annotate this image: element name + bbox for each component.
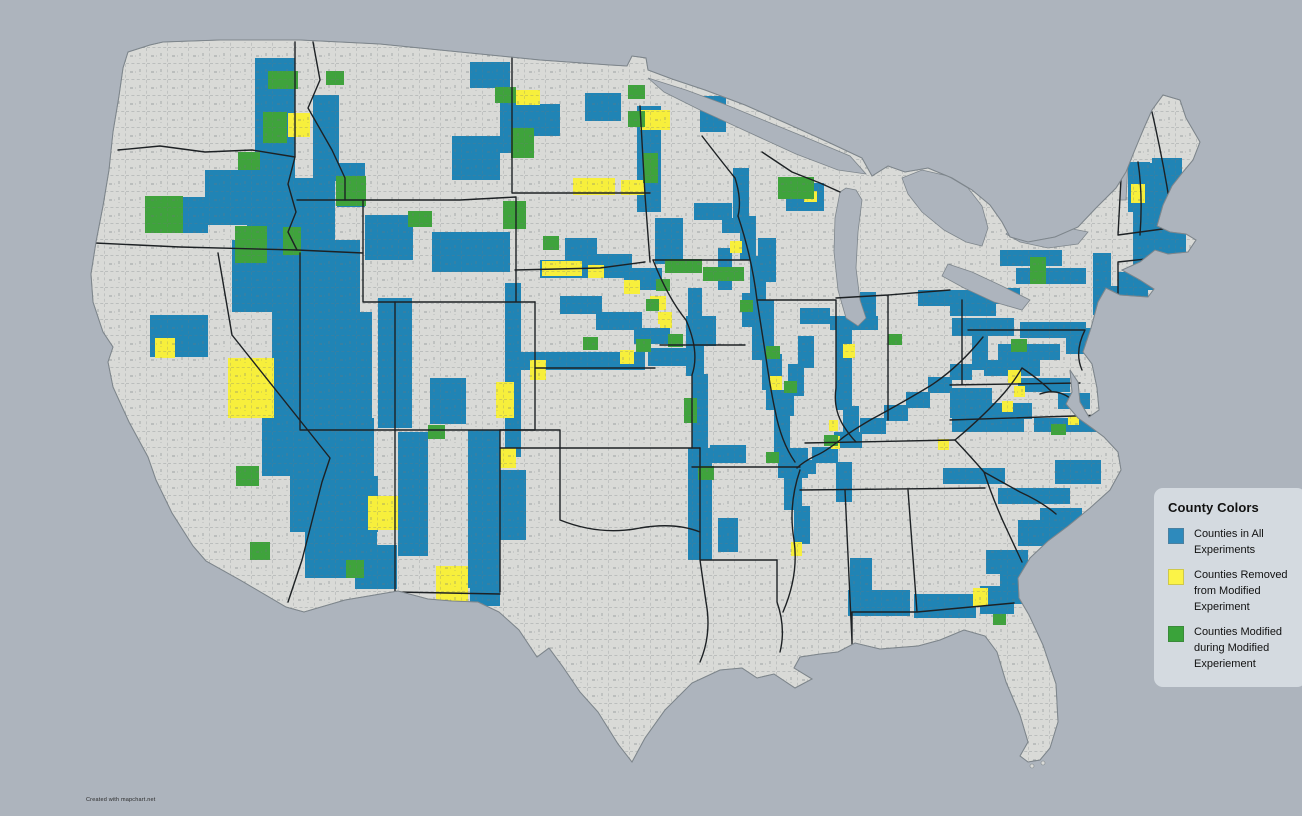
lake-michigan [833,187,867,327]
legend-item-label: Counties in All Experiments [1194,528,1264,556]
attribution-text: Created with mapchart.net [86,797,156,803]
legend: County Colors Counties in All Experiment… [1154,488,1302,687]
legend-item-label: Counties Removed from Modified Experimen… [1194,568,1288,613]
state-borders [94,41,1171,663]
florida-keys [1029,760,1046,769]
lake-erie [941,263,1031,311]
lake-superior [647,77,868,175]
yellow-swatch-icon [1168,568,1184,585]
legend-item-all-experiments[interactable]: Counties in All Experiments [1168,527,1294,559]
legend-title: County Colors [1168,500,1259,515]
legend-item-label: Counties Modified during Modified Experi… [1194,625,1283,670]
green-swatch-icon [1168,625,1184,642]
legend-item-removed[interactable]: Counties Removed from Modified Experimen… [1168,568,1294,616]
legend-item-modified[interactable]: Counties Modified during Modified Experi… [1168,625,1294,673]
blue-swatch-icon [1168,528,1184,544]
